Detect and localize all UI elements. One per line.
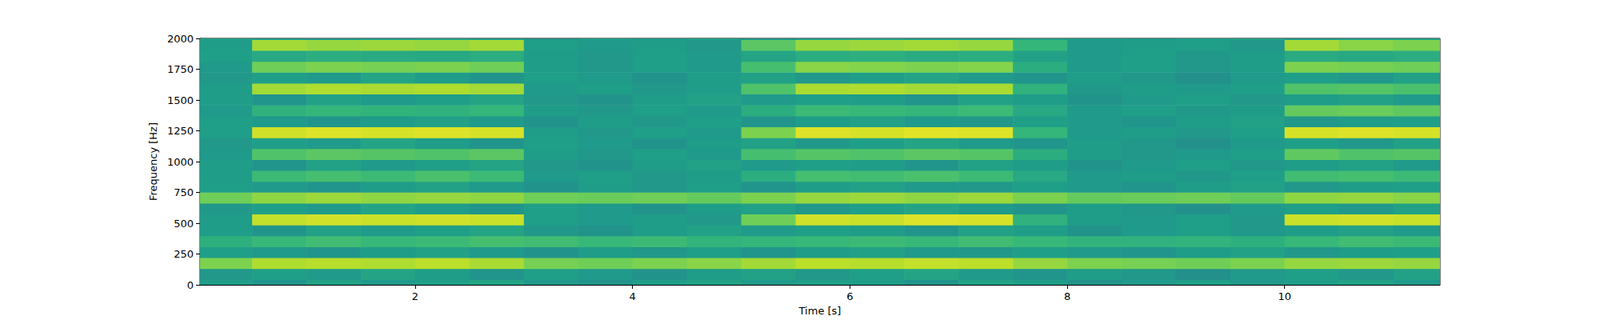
svg-text:8: 8 bbox=[1064, 290, 1071, 303]
svg-text:0: 0 bbox=[187, 279, 194, 292]
svg-text:750: 750 bbox=[173, 186, 194, 199]
svg-text:1750: 1750 bbox=[167, 63, 194, 76]
svg-text:250: 250 bbox=[173, 248, 194, 260]
svg-text:Frequency [Hz]: Frequency [Hz] bbox=[147, 122, 160, 201]
svg-text:6: 6 bbox=[846, 290, 853, 303]
svg-text:2000: 2000 bbox=[167, 32, 194, 45]
svg-text:4: 4 bbox=[629, 290, 636, 303]
svg-text:2: 2 bbox=[412, 290, 419, 303]
svg-text:1250: 1250 bbox=[167, 124, 194, 137]
svg-text:10: 10 bbox=[1277, 290, 1292, 303]
svg-text:1500: 1500 bbox=[167, 94, 194, 107]
svg-text:Time [s]: Time [s] bbox=[798, 304, 842, 317]
svg-text:500: 500 bbox=[173, 217, 194, 230]
svg-text:1000: 1000 bbox=[167, 156, 194, 168]
